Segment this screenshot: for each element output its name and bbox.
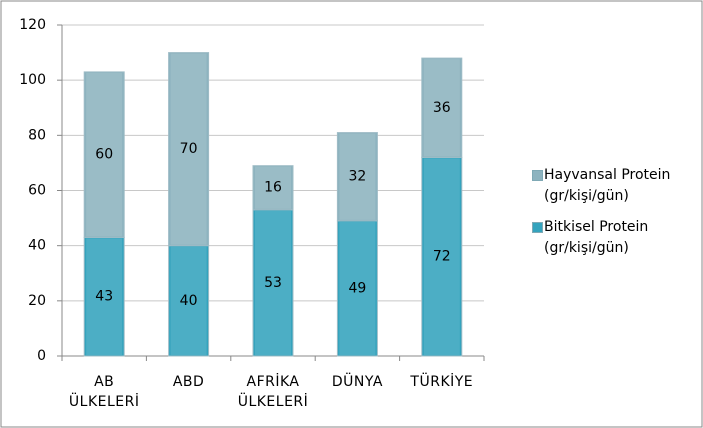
legend-item: Hayvansal Protein (gr/kişi/gün)	[532, 165, 692, 207]
legend-swatch	[532, 170, 543, 181]
data-label: 53	[264, 275, 282, 291]
bar-shine	[86, 238, 123, 355]
bar-segment	[252, 209, 294, 357]
bar-segment	[252, 165, 294, 211]
data-label: 70	[180, 141, 198, 157]
data-label: 49	[348, 280, 366, 296]
x-tick-label: AB ÜLKELERİ	[68, 374, 140, 410]
y-tick-label: 120	[19, 17, 46, 33]
bar-shine	[339, 133, 376, 220]
y-tick-label: 80	[28, 127, 46, 143]
data-label: 36	[433, 100, 451, 116]
data-label: 32	[348, 169, 366, 185]
bar-shine	[255, 166, 291, 209]
bar-segment	[83, 236, 125, 357]
y-tick-label: 20	[28, 293, 46, 309]
y-tick-label: 100	[19, 72, 46, 88]
x-tick-label: TÜRKİYE	[410, 374, 474, 390]
x-tick-label: DÜNYA	[331, 374, 383, 390]
bar-segment	[336, 132, 378, 222]
data-label: 16	[264, 180, 282, 196]
bar-segment	[421, 57, 463, 158]
legend-swatch	[532, 222, 543, 233]
bar-shine	[423, 59, 460, 157]
bar-segment	[168, 245, 210, 357]
bar-shine	[339, 221, 376, 355]
data-label: 72	[433, 249, 451, 265]
bar-shine	[423, 158, 460, 355]
legend: Hayvansal Protein (gr/kişi/gün) Bitkisel …	[532, 165, 692, 269]
legend-item: Bitkisel Protein (gr/kişi/gün)	[532, 217, 692, 259]
data-label: 40	[180, 293, 198, 309]
y-tick-label: 0	[37, 348, 46, 364]
bar-shine	[86, 72, 123, 237]
bar-segment	[336, 220, 378, 357]
data-label: 43	[95, 289, 113, 305]
bar-segment	[83, 71, 125, 238]
bar-shine	[170, 246, 207, 355]
y-tick-label: 40	[28, 238, 46, 254]
bar-shine	[255, 210, 291, 355]
x-tick-label: ABD	[172, 374, 205, 390]
y-tick-label: 60	[28, 183, 46, 199]
x-tick-label: AFRİKA ÜLKELERİ	[237, 374, 309, 410]
bar-segment	[168, 52, 210, 247]
data-label: 60	[95, 147, 113, 163]
bar-shine	[170, 53, 207, 245]
